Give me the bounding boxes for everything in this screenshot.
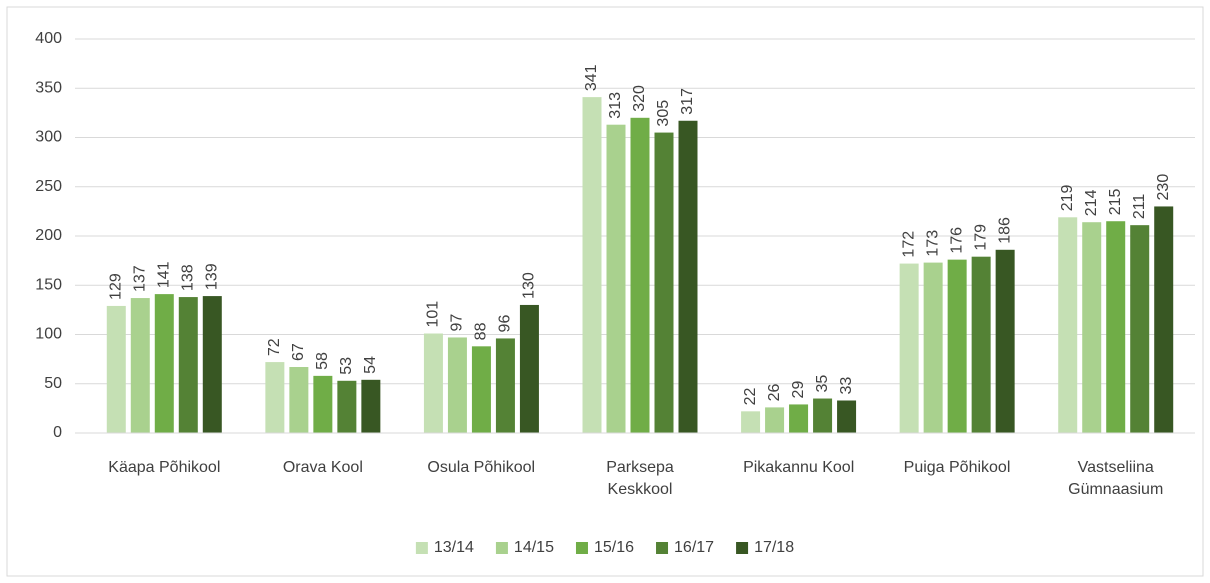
value-label: 176 (948, 227, 965, 254)
bar (606, 124, 626, 433)
legend-swatch (656, 542, 669, 554)
value-label: 214 (1083, 189, 1100, 216)
y-tick-label: 150 (35, 276, 62, 293)
value-label: 101 (425, 301, 442, 328)
x-tick-label: Parksepa Keskkool (606, 459, 674, 498)
value-label: 313 (607, 92, 624, 119)
y-tick-label: 0 (53, 424, 62, 441)
y-tick-label: 350 (35, 79, 62, 96)
value-label: 230 (1155, 174, 1172, 201)
value-label: 139 (204, 263, 221, 290)
bar (971, 256, 991, 433)
legend-label: 15/16 (594, 539, 634, 556)
value-label: 219 (1059, 184, 1076, 211)
bar (361, 379, 381, 433)
value-label: 130 (521, 272, 538, 299)
bar (313, 375, 333, 433)
legend-swatch (495, 542, 508, 554)
value-label: 26 (766, 383, 783, 401)
value-label: 172 (900, 231, 917, 258)
y-tick-label: 250 (35, 178, 62, 195)
value-label: 173 (924, 230, 941, 257)
x-tick-label: Pikakannu Kool (743, 459, 855, 476)
bar (813, 398, 833, 433)
y-tick-label: 200 (35, 227, 62, 244)
value-label: 72 (266, 338, 283, 356)
bar (289, 367, 309, 433)
value-label: 215 (1107, 188, 1124, 215)
bar (630, 117, 650, 434)
x-tick-label: Käapa Põhikool (108, 459, 221, 476)
bar (837, 400, 857, 433)
bar (337, 380, 357, 433)
value-label: 22 (742, 387, 759, 405)
bar (789, 404, 809, 433)
legend-label: 17/18 (754, 539, 794, 556)
bar (1082, 222, 1102, 433)
value-label: 211 (1131, 194, 1148, 220)
bar (519, 304, 539, 433)
bar (265, 362, 285, 433)
value-label: 54 (362, 356, 379, 374)
bar (471, 346, 491, 433)
bar (654, 132, 674, 433)
y-tick-label: 50 (44, 375, 62, 392)
bar (154, 294, 174, 433)
bar (1106, 221, 1126, 433)
value-label: 141 (156, 261, 173, 288)
bar (947, 259, 967, 433)
value-label: 186 (996, 217, 1013, 244)
legend-label: 14/15 (514, 539, 554, 556)
legend-swatch (736, 542, 749, 554)
x-tick-label: Osula Põhikool (427, 459, 536, 476)
value-label: 129 (108, 273, 125, 300)
bar (995, 249, 1015, 433)
value-label: 138 (180, 264, 197, 291)
value-label: 320 (631, 85, 648, 112)
value-label: 29 (790, 381, 807, 399)
bar (1058, 217, 1078, 433)
bar (1130, 225, 1150, 433)
bar (130, 298, 150, 433)
value-label: 33 (838, 377, 855, 395)
value-label: 58 (314, 352, 331, 370)
value-label: 305 (655, 100, 672, 127)
value-label: 179 (972, 224, 989, 251)
bar (741, 411, 761, 433)
value-label: 97 (449, 314, 466, 332)
value-label: 96 (497, 315, 514, 333)
bar (923, 262, 943, 433)
value-label: 137 (132, 265, 149, 292)
bar (1154, 206, 1174, 433)
value-label: 35 (814, 375, 831, 393)
value-label: 88 (473, 322, 490, 340)
bar (202, 296, 222, 433)
bar (765, 407, 785, 433)
y-tick-label: 400 (35, 30, 62, 47)
y-tick-label: 100 (35, 326, 62, 343)
x-tick-label: Puiga Põhikool (903, 459, 1011, 476)
y-tick-label: 300 (35, 129, 62, 146)
legend-label: 16/17 (674, 539, 714, 556)
bar (447, 337, 467, 433)
value-label: 341 (583, 64, 600, 91)
x-tick-label: Vastseliina Gümnaasium (1068, 459, 1164, 498)
legend-swatch (415, 542, 428, 554)
legend-label: 13/14 (434, 539, 474, 556)
value-label: 67 (290, 343, 307, 361)
bar (495, 338, 515, 433)
value-label: 317 (679, 88, 696, 115)
value-label: 53 (338, 357, 355, 375)
bar (678, 120, 698, 433)
bar (582, 97, 602, 434)
bar (899, 263, 919, 433)
bar (178, 297, 198, 433)
legend-swatch (575, 542, 588, 554)
bar (423, 333, 443, 433)
bar (106, 305, 126, 433)
x-tick-label: Orava Kool (282, 459, 363, 476)
